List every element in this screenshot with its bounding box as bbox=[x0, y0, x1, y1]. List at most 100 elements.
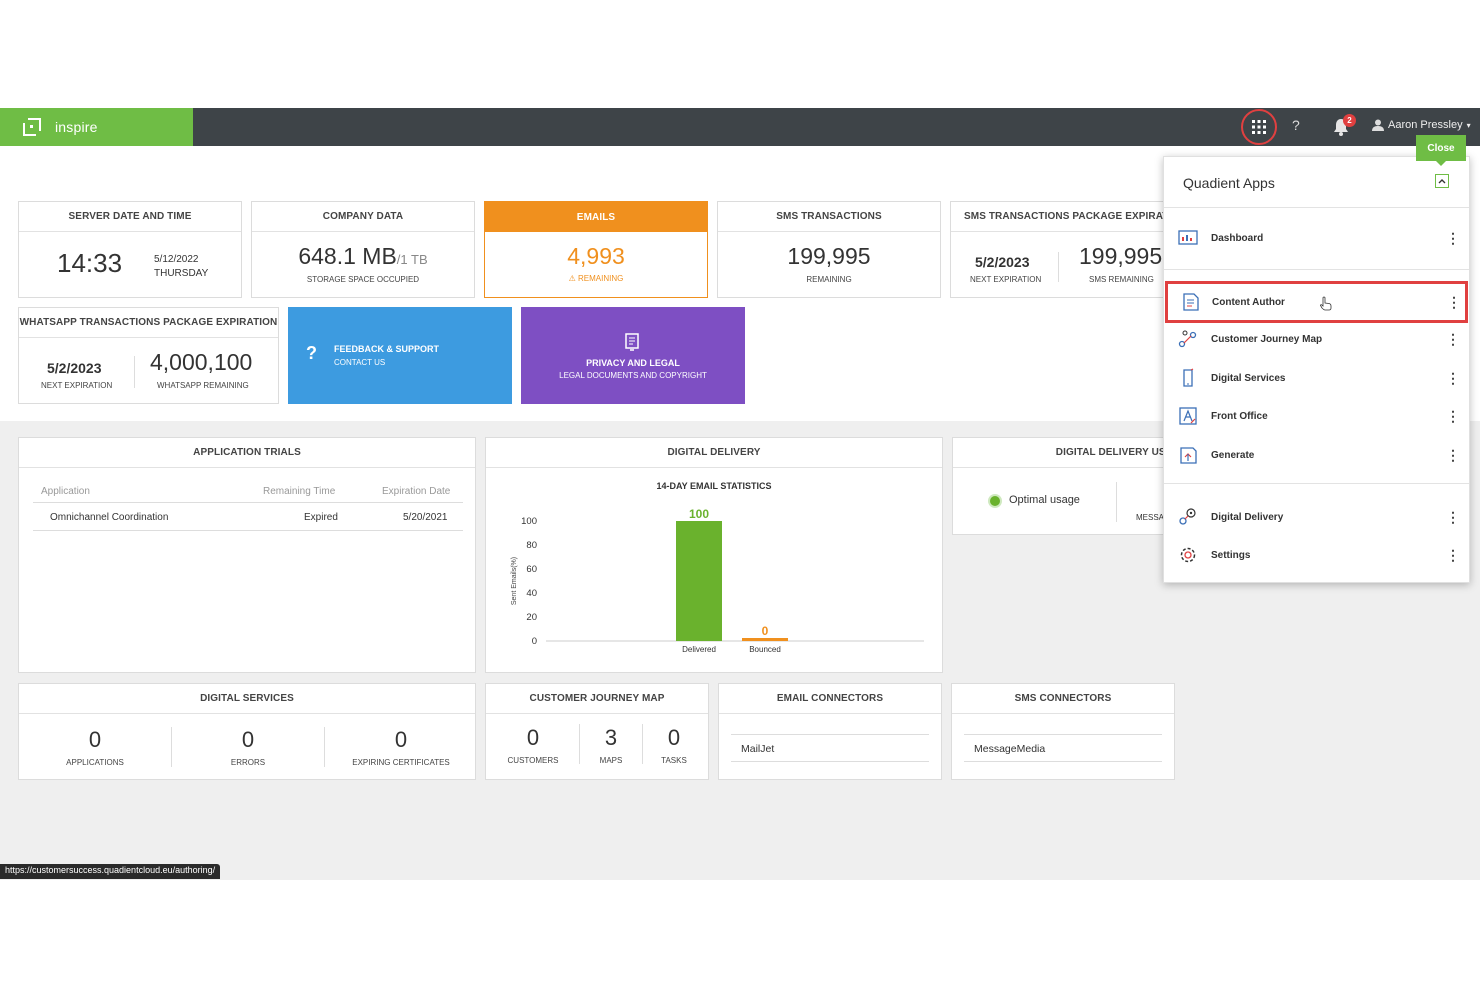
notification-badge: 2 bbox=[1343, 114, 1356, 127]
tasks-label: TASKS bbox=[661, 756, 687, 765]
column-header-remaining: Remaining Time bbox=[263, 486, 336, 497]
usage-status: Optimal usage bbox=[1009, 494, 1080, 506]
emails-card[interactable]: EMAILS 4,993 ⚠ REMAINING bbox=[484, 201, 708, 298]
sms-package-date-caption: NEXT EXPIRATION bbox=[970, 275, 1042, 284]
brand-logo[interactable]: inspire bbox=[0, 108, 193, 146]
apps-launcher-button[interactable] bbox=[1241, 109, 1277, 145]
content-author-icon bbox=[1183, 293, 1199, 311]
divider bbox=[1116, 482, 1117, 522]
more-options-icon[interactable]: ⋮ bbox=[1446, 546, 1460, 563]
sms-package-value-caption: SMS REMAINING bbox=[1089, 275, 1154, 284]
collapse-button[interactable] bbox=[1435, 174, 1449, 188]
generate-icon bbox=[1180, 447, 1197, 464]
storage-caption: STORAGE SPACE OCCUPIED bbox=[306, 275, 420, 284]
warning-icon: ⚠ bbox=[568, 274, 576, 283]
y-tick-label: 100 bbox=[521, 516, 537, 527]
table-row[interactable]: Omnichannel Coordination Expired 5/20/20… bbox=[33, 503, 463, 531]
customer-journey-card: CUSTOMER JOURNEY MAP 0 CUSTOMERS 3 MAPS … bbox=[485, 683, 709, 780]
quadient-apps-panel: Quadient Apps Dashboard ⋮ Content Author… bbox=[1163, 156, 1470, 583]
dashboard-icon bbox=[1178, 230, 1198, 245]
card-title: EMAILS bbox=[485, 202, 707, 232]
whatsapp-value: 4,000,100 bbox=[150, 349, 253, 375]
privacy-legal-tile[interactable]: PRIVACY AND LEGAL LEGAL DOCUMENTS AND CO… bbox=[521, 307, 745, 404]
top-bar: inspire ? 2 Aaron Pressley ▾ bbox=[0, 108, 1480, 146]
more-options-icon[interactable]: ⋮ bbox=[1446, 330, 1460, 347]
document-icon bbox=[625, 333, 639, 351]
app-item-digital-delivery[interactable]: Digital Delivery ⋮ bbox=[1164, 498, 1469, 536]
app-item-label: Settings bbox=[1211, 549, 1251, 561]
inspire-logo-icon bbox=[23, 118, 41, 136]
more-options-icon[interactable]: ⋮ bbox=[1447, 293, 1461, 310]
y-tick-label: 40 bbox=[526, 588, 537, 599]
more-options-icon[interactable]: ⋮ bbox=[1446, 229, 1460, 246]
trial-expiration: 5/20/2021 bbox=[403, 512, 448, 523]
front-office-icon bbox=[1179, 407, 1197, 425]
sms-value: 199,995 bbox=[787, 243, 871, 269]
digital-services-card: DIGITAL SERVICES 0 APPLICATIONS 0 ERRORS… bbox=[18, 683, 476, 780]
customers-count: 0 bbox=[526, 725, 540, 750]
divider bbox=[324, 727, 325, 767]
status-dot-icon bbox=[990, 496, 1000, 506]
app-item-content-author[interactable]: Content Author ⋮ bbox=[1165, 281, 1468, 323]
app-item-generate[interactable]: Generate ⋮ bbox=[1164, 436, 1469, 474]
chevron-up-icon bbox=[1438, 179, 1446, 184]
sms-package-date: 5/2/2023 bbox=[975, 254, 1030, 270]
sms-package-card: SMS TRANSACTIONS PACKAGE EXPIRATIO 5/2/2… bbox=[950, 201, 1174, 298]
gear-icon bbox=[1180, 547, 1196, 563]
trial-remaining: Expired bbox=[304, 512, 338, 523]
privacy-subtitle: LEGAL DOCUMENTS AND COPYRIGHT bbox=[559, 371, 707, 380]
feedback-support-tile[interactable]: ? FEEDBACK & SUPPORT CONTACT US bbox=[288, 307, 512, 404]
divider bbox=[134, 356, 135, 388]
more-options-icon[interactable]: ⋮ bbox=[1446, 446, 1460, 463]
privacy-title: PRIVACY AND LEGAL bbox=[586, 358, 680, 368]
card-title: DIGITAL DELIVERY bbox=[486, 438, 942, 468]
more-options-icon[interactable]: ⋮ bbox=[1446, 407, 1460, 424]
more-options-icon[interactable]: ⋮ bbox=[1446, 508, 1460, 525]
app-item-dashboard[interactable]: Dashboard ⋮ bbox=[1164, 219, 1469, 257]
app-item-label: Digital Delivery bbox=[1211, 511, 1284, 523]
app-item-front-office[interactable]: Front Office ⋮ bbox=[1164, 397, 1469, 435]
customers-label: CUSTOMERS bbox=[507, 756, 559, 765]
sms-transactions-card: SMS TRANSACTIONS 199,995 REMAINING bbox=[717, 201, 941, 298]
emails-caption: REMAINING bbox=[578, 274, 624, 283]
user-menu[interactable]: Aaron Pressley ▾ bbox=[1372, 119, 1471, 131]
y-tick-label: 60 bbox=[526, 564, 537, 575]
digital-services-icon bbox=[1183, 368, 1194, 387]
card-title: SERVER DATE AND TIME bbox=[19, 202, 241, 232]
maps-label: MAPS bbox=[599, 756, 623, 765]
card-title: COMPANY DATA bbox=[252, 202, 474, 232]
delivery-usage-card: DIGITAL DELIVERY USA Optimal usage MESSA bbox=[952, 437, 1174, 535]
app-item-customer-journey-map[interactable]: Customer Journey Map ⋮ bbox=[1164, 320, 1469, 358]
question-icon: ? bbox=[306, 343, 317, 363]
divider bbox=[642, 724, 643, 764]
card-title: DIGITAL DELIVERY USA bbox=[953, 438, 1173, 468]
status-bar-url: https://customersuccess.quadientcloud.eu… bbox=[0, 864, 221, 879]
divider bbox=[1164, 483, 1469, 484]
more-options-icon[interactable]: ⋮ bbox=[1446, 369, 1460, 386]
whatsapp-package-card: WHATSAPP TRANSACTIONS PACKAGE EXPIRATION… bbox=[18, 307, 279, 404]
emails-value: 4,993 bbox=[567, 243, 625, 269]
data-label: 0 bbox=[762, 624, 769, 638]
app-item-settings[interactable]: Settings ⋮ bbox=[1164, 536, 1469, 574]
sms-connectors-card: SMS CONNECTORS MessageMedia bbox=[951, 683, 1175, 780]
bar-delivered bbox=[676, 521, 722, 641]
email-statistics-chart: 14-DAY EMAIL STATISTICS Sent Emails(%) 100… bbox=[511, 481, 924, 654]
server-day: THURSDAY bbox=[154, 268, 209, 279]
app-item-label: Dashboard bbox=[1211, 232, 1264, 244]
close-tooltip: Close bbox=[1416, 135, 1466, 166]
divider bbox=[33, 502, 463, 503]
hand-cursor-icon bbox=[1320, 296, 1332, 311]
app-item-label: Content Author bbox=[1212, 296, 1285, 308]
digital-delivery-icon bbox=[1179, 508, 1196, 525]
app-item-digital-services[interactable]: Digital Services ⋮ bbox=[1164, 359, 1469, 397]
help-icon[interactable]: ? bbox=[1292, 117, 1300, 133]
x-tick-label: Bounced bbox=[749, 645, 781, 654]
tasks-count: 0 bbox=[667, 725, 681, 750]
list-item[interactable]: MailJet bbox=[731, 734, 929, 762]
trial-application: Omnichannel Coordination bbox=[50, 512, 169, 523]
journey-map-icon bbox=[1178, 330, 1197, 348]
list-item[interactable]: MessageMedia bbox=[964, 734, 1162, 762]
company-data-card: COMPANY DATA 648.1 MB/1 TB STORAGE SPACE… bbox=[251, 201, 475, 298]
y-tick-label: 0 bbox=[532, 636, 537, 647]
